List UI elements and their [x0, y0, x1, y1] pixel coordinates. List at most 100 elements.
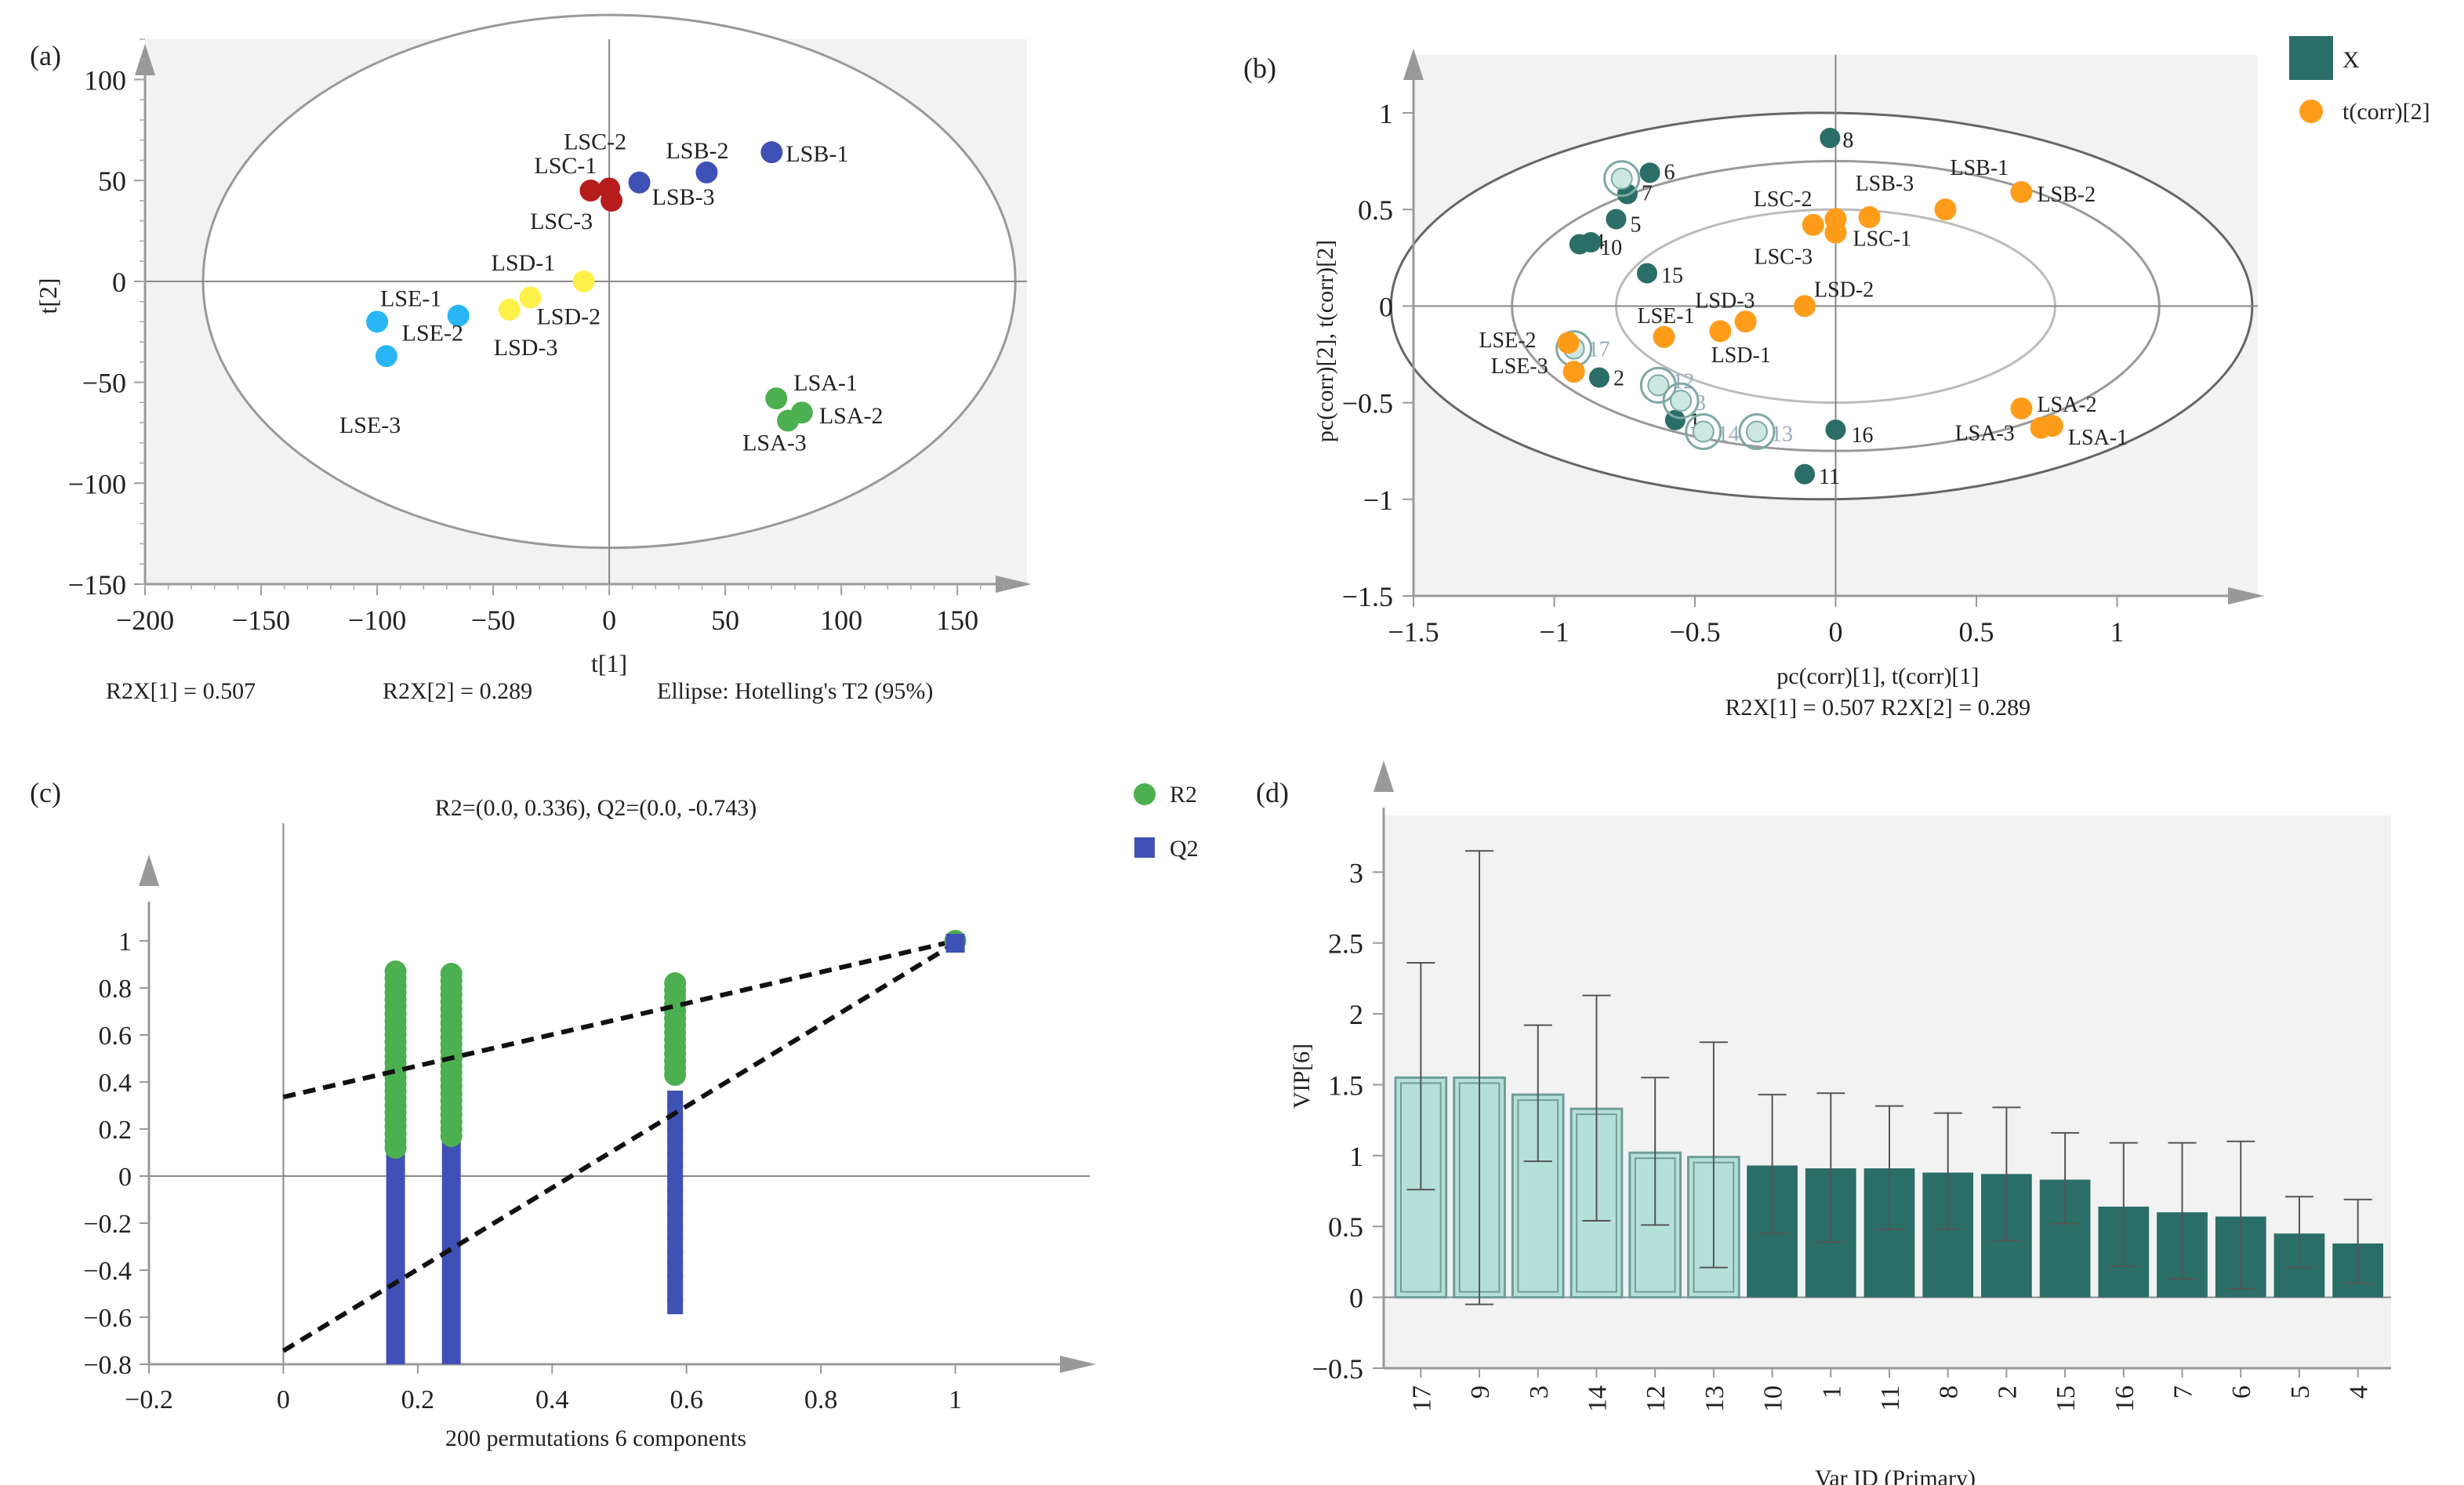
y-tick-label: 0 [1349, 1283, 1363, 1314]
x-tick-label-16: 16 [2110, 1385, 2139, 1412]
score-label-lsa-3: LSA-3 [742, 430, 807, 456]
x-tick-label-2: 2 [1993, 1385, 2022, 1399]
loading-label-10: 10 [1600, 236, 1622, 260]
legend-label-q2: Q2 [1170, 836, 1199, 862]
score-label-lsb-2: LSB-2 [666, 138, 728, 164]
tcorr-point-lsc-3 [1824, 221, 1847, 244]
tcorr-label-lsa-3: LSA-3 [1955, 422, 2015, 446]
loading-label-8: 8 [1842, 129, 1853, 153]
r2x-note: R2X[1] = 0.507 R2X[2] = 0.289 [1726, 695, 2031, 721]
loading-point-9 [1610, 167, 1633, 190]
panel-c-label: (c) [30, 777, 61, 808]
score-label-lsd-2: LSD-2 [536, 303, 601, 329]
y-tick-label: 1 [1349, 1141, 1363, 1172]
q2-permutation-point [667, 1176, 684, 1193]
loading-label-7: 7 [1642, 181, 1653, 205]
tcorr-label-lsb-3: LSB-3 [1856, 172, 1914, 196]
loading-point-5 [1606, 209, 1627, 230]
tcorr-point-lsb-3 [1858, 206, 1881, 228]
y-tick-label: −100 [68, 468, 126, 499]
loading-point-3 [1670, 390, 1693, 412]
score-point-lsd-3 [498, 298, 521, 321]
x-tick-label-15: 15 [2052, 1385, 2081, 1412]
y-tick-label: 3 [1349, 857, 1363, 888]
y-tick-label: 0 [1379, 291, 1393, 322]
tcorr-point-lsa-2 [2010, 397, 2033, 419]
loading-point-2 [1588, 367, 1609, 388]
legend-swatch-tcorr [2299, 100, 2323, 123]
y-tick-label: 1 [1379, 98, 1393, 129]
r2-permutation-point [664, 972, 687, 994]
tcorr-label-lsc-2: LSC-2 [1754, 187, 1813, 212]
x-axis-arrow [1060, 1356, 1096, 1373]
y-tick-label: −0.4 [83, 1257, 132, 1286]
y-tick-label: 0.4 [99, 1069, 132, 1098]
x-axis-title: Var ID (Primary) [1815, 1465, 1976, 1485]
score-point-lse-1 [366, 310, 389, 333]
tcorr-label-lsc-1: LSC-1 [1853, 227, 1912, 251]
score-point-lsb-3 [628, 171, 651, 194]
x-tick-label: 1 [2110, 616, 2125, 648]
panel-a-chart: −200 −150 −100 −50 0 50 100 150 −150 −100 −50 0 50 10… [34, 13, 1032, 677]
x-tick-label: −1.5 [1388, 616, 1439, 648]
x-axis-title: pc(corr)[1], t(corr)[1] [1776, 663, 1979, 689]
q2-permutation-point [667, 1127, 684, 1143]
x-tick-label: 0.4 [535, 1385, 569, 1414]
y-tick-label: −0.2 [83, 1210, 132, 1239]
x-tick-label: −0.5 [1669, 616, 1720, 648]
x-tick-label: 100 [820, 605, 862, 636]
score-label-lsb-3: LSB-3 [652, 184, 715, 210]
q2-permutation-point [667, 1237, 684, 1254]
tcorr-label-lsc-3: LSC-3 [1755, 245, 1813, 270]
x-tick-label: 0.2 [401, 1385, 435, 1414]
legend-label-r2: R2 [1170, 782, 1197, 808]
y-axis-arrow [1403, 49, 1424, 80]
loading-highlight-ring-13 [1738, 413, 1776, 451]
loading-highlight-ring-9 [1603, 160, 1641, 198]
loading-point-8 [1820, 127, 1841, 148]
tcorr-label-lsb-1: LSB-1 [1951, 156, 2009, 180]
x-tick-label: −200 [116, 605, 174, 636]
x-tick-label-1: 1 [1817, 1385, 1846, 1399]
panel-a-note-ellipse: Ellipse: Hotelling's T2 (95%) [657, 678, 934, 704]
panel-d-chart: −0.5 0 0.5 1 1.5 2 2.5 3 VIP[6] Var ID (Primary) 1… [1289, 761, 2391, 1485]
score-point-lsa-3 [777, 409, 800, 432]
q2-permutation-point [667, 1115, 684, 1131]
loading-label-14: 14 [1718, 423, 1740, 447]
x-tick-label: −0.2 [125, 1385, 173, 1414]
score-label-lsd-3: LSD-3 [494, 335, 558, 361]
x-tick-label-4: 4 [2345, 1385, 2374, 1399]
y-tick-label: −150 [68, 569, 126, 601]
x-tick-label-9: 9 [1466, 1385, 1495, 1399]
x-tick-label: 0 [602, 605, 616, 636]
loading-label-11: 11 [1819, 465, 1840, 489]
score-label-lsc-3: LSC-3 [530, 209, 593, 234]
legend-swatch-r2 [1134, 783, 1156, 805]
score-point-lse-2 [447, 304, 470, 327]
y-axis-arrow [139, 855, 159, 886]
tcorr-label-lse-3: LSE-3 [1491, 354, 1548, 379]
x-tick-label-14: 14 [1583, 1385, 1612, 1412]
y-tick-label: 0.6 [99, 1022, 132, 1051]
tcorr-point-lsc-2 [1802, 213, 1824, 236]
q2-permutation-point [667, 1188, 684, 1204]
score-label-lse-1: LSE-1 [380, 285, 441, 311]
score-point-lsa-1 [765, 387, 788, 410]
loading-label-13: 13 [1771, 423, 1793, 447]
q2-original-point [945, 934, 965, 953]
tcorr-point-lse-1 [1653, 325, 1675, 348]
q2-permutation-point [667, 1091, 684, 1106]
x-tick-label: −150 [232, 605, 290, 636]
y-tick-label: −0.6 [83, 1304, 132, 1333]
loading-point-11 [1794, 463, 1816, 485]
panel-a-note-r2x2: R2X[2] = 0.289 [383, 678, 533, 704]
score-point-lsc-3 [601, 189, 623, 212]
q2-permutation-point [667, 1213, 684, 1229]
legend-label-x: X [2342, 47, 2360, 73]
tcorr-label-lse-2: LSE-2 [1479, 329, 1536, 353]
loading-highlight-ring-14 [1685, 413, 1722, 451]
panel-c-chart: R2=(0.0, 0.336), Q2=(0.0, -0.743) −0.2 0 0.… [83, 782, 1199, 1451]
y-tick-label: −0.5 [1342, 388, 1393, 419]
score-point-lsc-1 [579, 180, 602, 202]
x-tick-label: −50 [471, 605, 515, 636]
